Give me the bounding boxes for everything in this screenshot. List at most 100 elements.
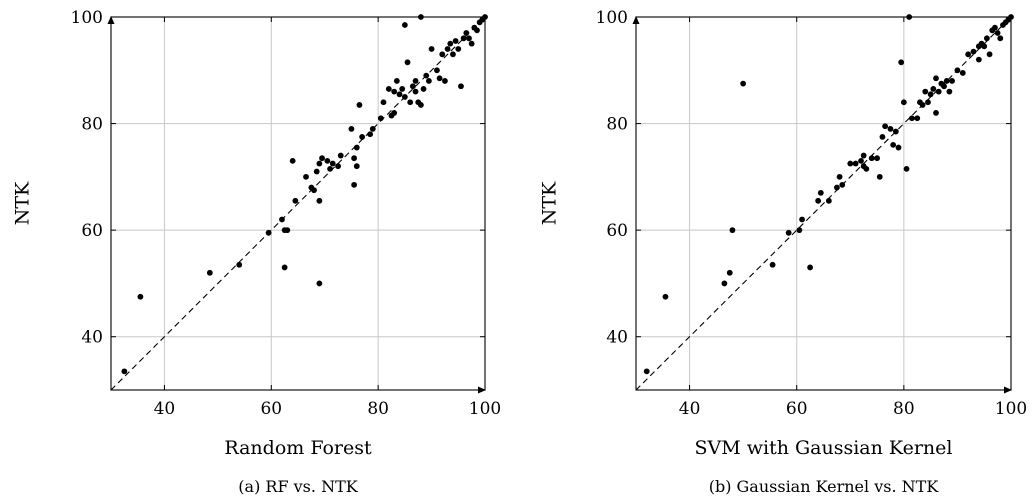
x-axis-label: Random Forest	[224, 437, 372, 459]
subfigure-caption: (a) RF vs. NTK	[238, 477, 358, 496]
data-point	[799, 216, 805, 223]
data-point	[351, 181, 357, 188]
y-axis-arrow-icon	[107, 16, 115, 24]
x-tick-label: 40	[679, 399, 701, 419]
y-tick-label: 100	[71, 8, 103, 28]
data-point	[908, 115, 915, 122]
x-tick-label: 100	[995, 399, 1027, 419]
data-point	[839, 181, 846, 188]
data-point	[930, 86, 937, 92]
data-point	[316, 280, 323, 287]
data-point	[943, 78, 950, 84]
data-point	[879, 133, 886, 140]
y-tick-label: 60	[606, 221, 628, 241]
data-point	[662, 293, 669, 300]
data-point	[466, 35, 472, 42]
data-point	[303, 173, 309, 180]
data-point	[468, 40, 475, 47]
data-point	[399, 86, 406, 92]
data-point	[329, 160, 336, 167]
data-point	[903, 165, 910, 172]
data-point	[970, 48, 977, 55]
y-tick-label: 60	[81, 221, 103, 241]
data-point	[874, 155, 880, 162]
data-point	[965, 51, 972, 58]
data-point	[807, 264, 814, 271]
data-point	[442, 78, 448, 84]
x-tick-label: 40	[154, 399, 176, 419]
subfigure-caption: (b) Gaussian Kernel vs. NTK	[709, 477, 940, 496]
data-point	[121, 368, 128, 375]
data-point	[785, 229, 792, 236]
data-point	[417, 102, 424, 108]
data-point	[412, 88, 419, 95]
data-point	[316, 160, 323, 167]
data-point	[236, 261, 243, 268]
data-point	[925, 99, 931, 106]
data-point	[401, 22, 408, 28]
data-point	[895, 144, 902, 151]
data-point	[949, 78, 955, 84]
x-tick-label: 80	[893, 399, 915, 419]
data-point	[436, 75, 443, 82]
data-point	[1008, 14, 1014, 20]
data-point	[890, 141, 897, 148]
data-point	[423, 72, 430, 79]
y-tick-label: 80	[606, 115, 628, 135]
data-point	[369, 125, 376, 132]
data-point	[729, 227, 736, 234]
data-point	[265, 229, 272, 236]
data-point	[946, 88, 953, 95]
data-point	[954, 67, 961, 74]
data-point	[868, 155, 875, 162]
data-point	[458, 83, 464, 90]
y-axis-label: NTK	[12, 181, 34, 225]
data-point	[281, 264, 288, 271]
data-point	[401, 94, 408, 100]
data-point	[933, 75, 939, 82]
data-point	[852, 160, 859, 167]
data-point	[313, 168, 320, 175]
data-point	[417, 14, 424, 20]
data-point	[463, 30, 470, 36]
data-point	[882, 123, 889, 130]
reference-line	[110, 16, 486, 391]
plot-frame	[110, 16, 486, 391]
data-point	[206, 269, 213, 276]
data-point	[860, 152, 867, 159]
data-point	[892, 128, 899, 135]
data-point	[450, 51, 456, 58]
data-point	[975, 56, 982, 63]
data-point	[279, 216, 285, 223]
data-point	[434, 67, 440, 74]
data-point	[426, 78, 432, 84]
y-tick-label: 80	[81, 115, 103, 135]
data-point	[356, 102, 363, 108]
data-point	[906, 14, 913, 20]
y-tick-label: 100	[596, 8, 628, 28]
data-point	[887, 125, 894, 132]
data-point	[327, 165, 333, 172]
x-axis-label: SVM with Gaussian Kernel	[695, 437, 953, 459]
y-axis-arrow-icon	[632, 16, 640, 24]
data-point	[289, 157, 296, 164]
data-point	[447, 40, 454, 47]
data-point	[833, 184, 840, 191]
data-point	[900, 99, 907, 106]
data-point	[404, 59, 411, 66]
data-point	[455, 46, 462, 52]
data-point	[935, 88, 942, 95]
y-tick-label: 40	[606, 328, 628, 348]
data-point	[412, 78, 419, 84]
data-point	[474, 27, 480, 34]
data-point	[847, 160, 854, 167]
data-point	[994, 30, 1001, 36]
data-point	[927, 91, 934, 98]
y-axis-label: NTK	[539, 181, 561, 225]
data-point	[377, 115, 384, 122]
data-point	[137, 293, 144, 300]
data-point	[817, 189, 824, 196]
data-point	[922, 88, 929, 95]
data-point	[359, 133, 366, 140]
